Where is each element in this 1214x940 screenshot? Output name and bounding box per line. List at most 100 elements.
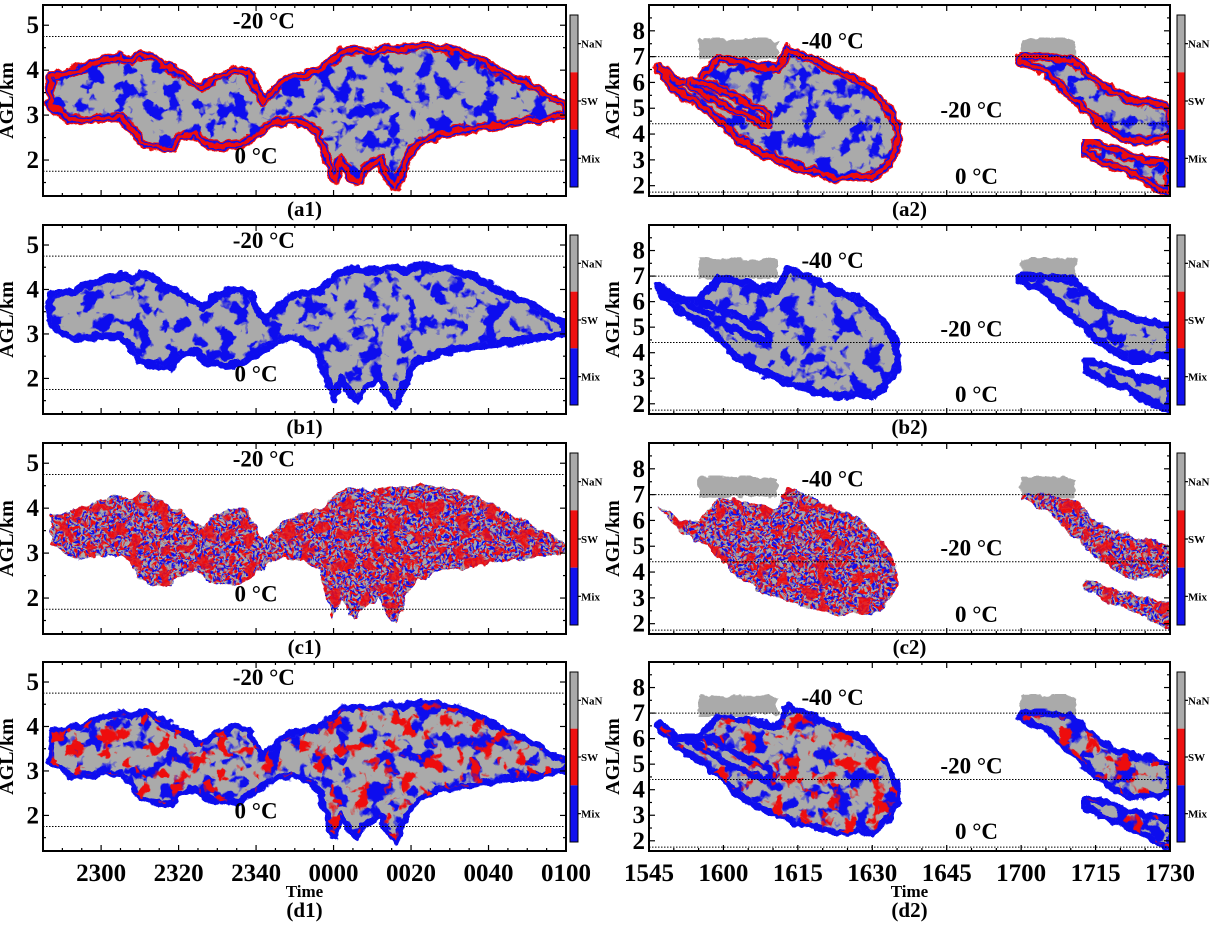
colorbar-segment-sw bbox=[1177, 728, 1185, 786]
y-tick-label: 5 bbox=[27, 12, 40, 39]
y-axis-label: AGL/km bbox=[0, 500, 18, 577]
axes-frame bbox=[42, 224, 567, 415]
colorbar-label: Mix bbox=[581, 591, 600, 603]
cloud-upper-block-1 bbox=[698, 258, 778, 279]
colorbar-label: SW bbox=[581, 752, 598, 764]
y-axis-label: AGL/km bbox=[0, 718, 18, 795]
isotherm-label: 0 °C bbox=[955, 819, 998, 844]
colorbar-segment-mix bbox=[570, 567, 578, 625]
isotherm-label: 0 °C bbox=[235, 799, 278, 824]
cloud-right-band bbox=[1021, 494, 1170, 580]
colorbar-segment-nan bbox=[1177, 672, 1185, 729]
cloud-upper-block-1 bbox=[698, 38, 778, 60]
colorbar-label: SW bbox=[1188, 315, 1205, 327]
isotherm-label: -40 °C bbox=[801, 29, 863, 54]
colorbar-label: SW bbox=[1188, 752, 1205, 764]
cloud-sw-region bbox=[1021, 713, 1170, 798]
panel-b1: -20 °C 0 °C 2 3 4 5 AGL/km NaN SW Mix (b1) bbox=[0, 224, 602, 439]
panel-label: (b2) bbox=[891, 415, 927, 439]
cloud-sw-outline bbox=[1019, 54, 1170, 144]
mix-patches bbox=[1021, 56, 1170, 142]
y-tick-label: 3 bbox=[27, 540, 40, 567]
y-tick-label: 4 bbox=[27, 276, 40, 303]
colorbar-label: NaN bbox=[1188, 695, 1209, 707]
y-tick-label: 3 bbox=[633, 585, 646, 612]
y-axis-label: AGL/km bbox=[602, 62, 624, 139]
colorbar-label: Mix bbox=[1188, 372, 1207, 384]
panel-label: (d1) bbox=[286, 898, 322, 922]
y-tick-label: 8 bbox=[633, 456, 646, 483]
sw-patches bbox=[658, 486, 898, 616]
cloud-layer bbox=[658, 476, 1170, 632]
x-axis-label: Time bbox=[891, 882, 929, 901]
colorbar-segment-sw bbox=[1177, 291, 1185, 349]
y-axis-label: AGL/km bbox=[602, 500, 624, 577]
y-tick-label: 4 bbox=[633, 121, 646, 148]
colorbar-label: NaN bbox=[1188, 258, 1209, 270]
cloud-right-band bbox=[1017, 272, 1170, 365]
y-tick-label: 2 bbox=[633, 828, 646, 855]
y-tick-label: 5 bbox=[27, 669, 40, 696]
panel-c1: -20 °C 0 °C 2 3 4 5 AGL/km NaN SW Mix (c1) bbox=[0, 442, 602, 659]
y-tick-label: 3 bbox=[633, 365, 646, 392]
x-tick-label: 0000 bbox=[309, 860, 359, 887]
colorbar-segment-nan bbox=[570, 235, 578, 292]
cloud-sw-outline bbox=[1083, 139, 1170, 196]
cloud-layer bbox=[46, 261, 566, 410]
axes-frame bbox=[648, 224, 1171, 415]
sw-patches bbox=[658, 705, 898, 834]
panel-label: (a2) bbox=[892, 197, 927, 221]
y-tick-label: 4 bbox=[633, 559, 646, 586]
cloud-sw-region bbox=[1085, 797, 1170, 849]
colorbar-segment-sw bbox=[570, 728, 578, 786]
y-tick-label: 5 bbox=[633, 314, 646, 341]
y-tick-label: 7 bbox=[633, 700, 646, 727]
colorbar-frame bbox=[1176, 14, 1186, 188]
colorbar-label: SW bbox=[581, 315, 598, 327]
cloud-nan-region bbox=[698, 695, 778, 716]
cloud-mix-region bbox=[50, 265, 566, 406]
y-tick-label: 5 bbox=[27, 232, 40, 259]
y-tick-label: 2 bbox=[27, 147, 40, 174]
y-tick-label: 3 bbox=[27, 758, 40, 785]
cloud-nan-region bbox=[698, 38, 778, 60]
cloud-mix-region bbox=[1021, 56, 1170, 142]
mix-patches bbox=[1085, 360, 1170, 412]
x-axis-label: Time bbox=[286, 882, 324, 901]
y-tick-label: 8 bbox=[633, 675, 646, 702]
cloud-main-band bbox=[654, 264, 902, 401]
colorbar-label: Mix bbox=[1188, 591, 1207, 603]
y-axis-label: AGL/km bbox=[602, 281, 624, 358]
cloud-sw-region bbox=[50, 702, 566, 843]
cloud-upper-block-1 bbox=[698, 695, 778, 716]
axes-frame bbox=[648, 661, 1171, 852]
colorbar-segment-sw bbox=[1177, 510, 1185, 568]
isotherm-label: -20 °C bbox=[940, 753, 1002, 778]
colorbar-label: NaN bbox=[1188, 39, 1209, 51]
colorbar-label: NaN bbox=[581, 39, 602, 51]
sw-patches bbox=[1021, 494, 1170, 580]
y-tick-label: 6 bbox=[633, 289, 646, 316]
cloud-sw-outline bbox=[48, 43, 566, 191]
sw-patches bbox=[688, 736, 769, 782]
colorbar-label: SW bbox=[581, 534, 598, 546]
isotherm-label: 0 °C bbox=[955, 164, 998, 189]
cloud-sw-patch bbox=[1085, 579, 1170, 632]
mix-patches bbox=[50, 45, 566, 188]
mix-patches bbox=[1021, 276, 1170, 361]
colorbar-segment-sw bbox=[570, 291, 578, 349]
isotherm-label: -20 °C bbox=[940, 98, 1002, 123]
cloud-sw-patch bbox=[688, 517, 769, 565]
colorbar-label: NaN bbox=[581, 695, 602, 707]
panel-label: (d2) bbox=[891, 898, 927, 922]
y-tick-label: 7 bbox=[633, 263, 646, 290]
colorbar-label: NaN bbox=[1188, 477, 1209, 489]
y-tick-label: 7 bbox=[633, 44, 646, 71]
cloud-mix-region bbox=[50, 45, 566, 188]
cloud-layer bbox=[655, 695, 1170, 851]
colorbar-segment-nan bbox=[1177, 235, 1185, 292]
